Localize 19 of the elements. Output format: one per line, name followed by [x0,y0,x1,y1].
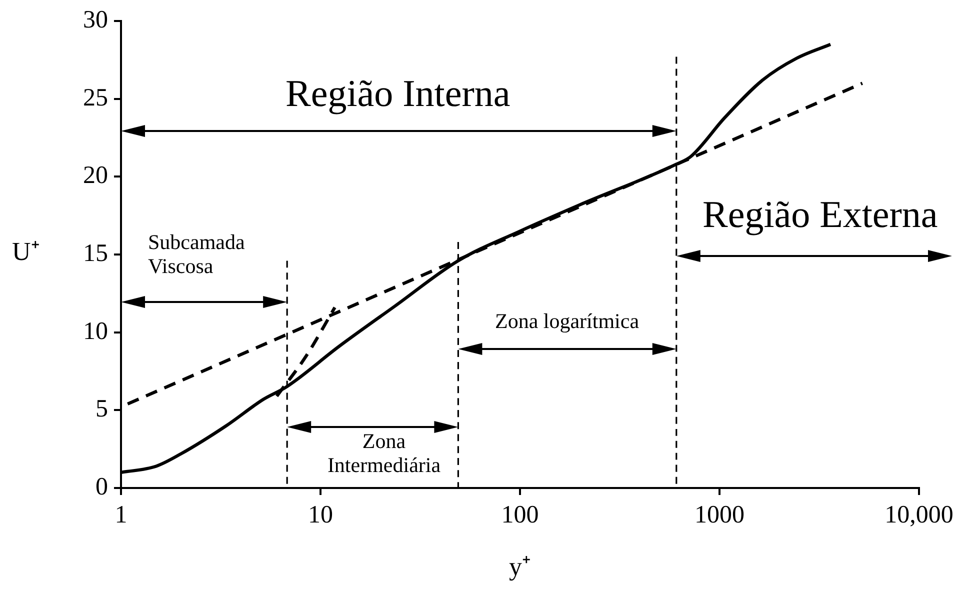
y-tick-label: 10 [83,318,108,345]
y-axis-title: U⁺ [12,236,40,266]
y-tick-label: 30 [83,6,108,34]
x-tick-label: 10,000 [884,502,954,529]
y-tick-label: 0 [96,474,108,501]
annotation: Zona logarítmica [495,309,640,334]
x-tick-label: 10 [308,502,333,529]
y-tick-label: 25 [83,84,108,112]
y-tick-label: 20 [83,162,108,190]
x-tick-label: 1000 [694,502,744,529]
x-tick-label: 100 [501,502,539,529]
y-tick-label: 15 [83,240,108,268]
annotation: Subcamada Viscosa [148,230,246,278]
annotation: Região Externa [702,194,938,238]
y-tick-label: 5 [96,396,108,423]
x-axis-title: y⁺ [509,552,531,582]
x-tick-label: 1 [114,502,128,529]
annotation: Zona Intermediária [326,429,442,478]
annotation: Região Interna [286,73,510,117]
